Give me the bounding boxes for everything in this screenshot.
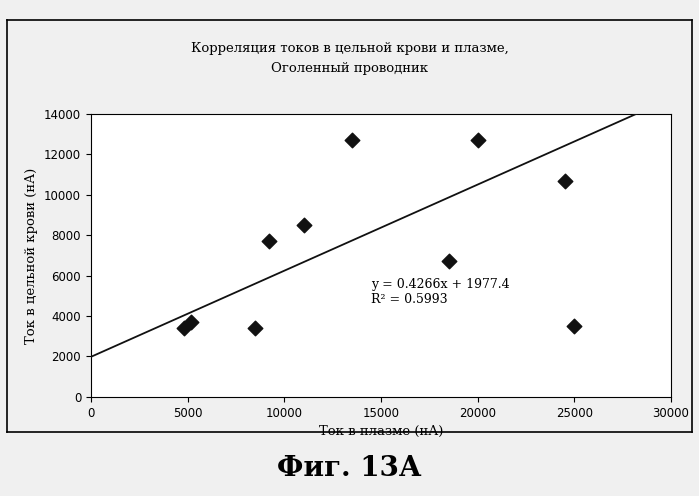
Text: Фиг. 13А: Фиг. 13А xyxy=(278,455,421,482)
Point xyxy=(264,237,275,245)
Text: Корреляция токов в цельной крови и плазме,: Корреляция токов в цельной крови и плазм… xyxy=(191,42,508,55)
Point xyxy=(298,221,309,229)
Point xyxy=(346,136,357,144)
Y-axis label: Ток в цельной крови (нА): Ток в цельной крови (нА) xyxy=(25,167,38,344)
Point xyxy=(178,324,189,332)
Text: y = 0.4266x + 1977.4
R² = 0.5993: y = 0.4266x + 1977.4 R² = 0.5993 xyxy=(371,278,510,306)
X-axis label: Ток в плазме (нА): Ток в плазме (нА) xyxy=(319,425,443,438)
Point xyxy=(186,318,197,326)
Point xyxy=(250,324,261,332)
Text: Оголенный проводник: Оголенный проводник xyxy=(271,62,428,75)
Point xyxy=(443,257,454,265)
Point xyxy=(559,177,570,185)
Point xyxy=(569,322,580,330)
Point xyxy=(472,136,483,144)
